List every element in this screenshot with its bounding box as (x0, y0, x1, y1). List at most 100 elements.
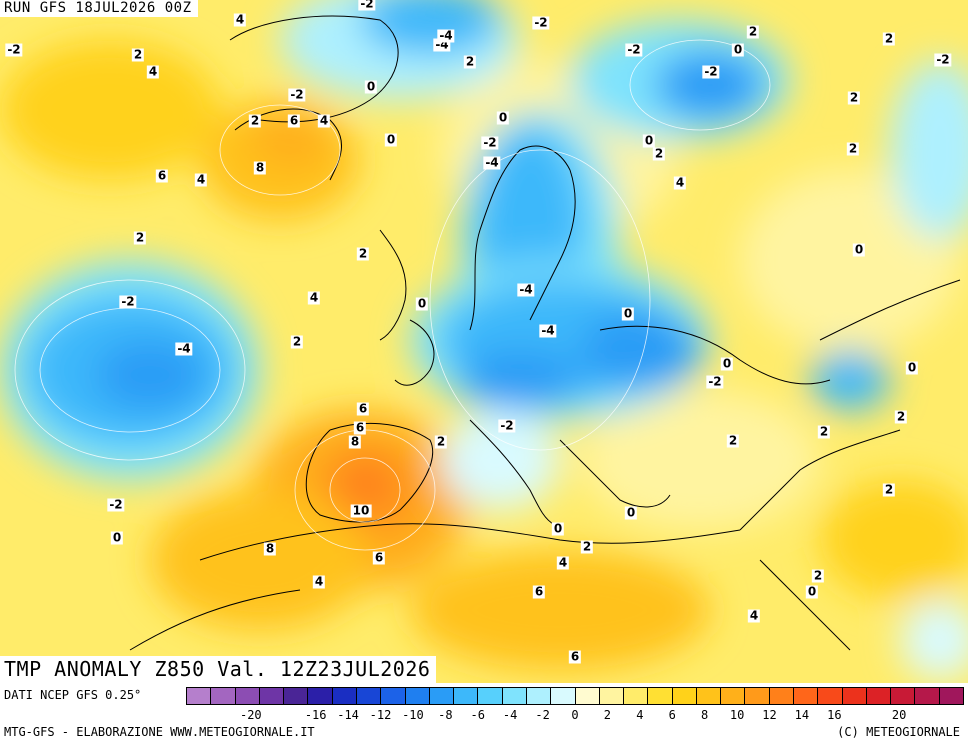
map-title: TMP ANOMALY Z850 Val. 12Z23JUL2026 (0, 656, 437, 683)
color-scale-tick-label: -8 (438, 708, 453, 722)
color-scale-swatch (551, 688, 576, 704)
color-scale-swatch (332, 688, 357, 704)
isoline-label: 4 (317, 113, 331, 128)
color-scale-tick-label: 14 (794, 708, 810, 722)
isoline-label: -4 (437, 28, 455, 43)
color-scale-swatch (429, 688, 455, 704)
anomaly-field (0, 0, 968, 680)
isoline-label: -2 (119, 294, 137, 309)
isoline-label: 2 (290, 334, 304, 349)
isoline-label: -2 (481, 135, 499, 150)
color-scale-tick-label: 16 (827, 708, 842, 722)
isoline-label: 6 (353, 420, 367, 435)
color-scale-tick-label: -2 (535, 708, 550, 722)
isoline-label: 2 (811, 568, 825, 583)
color-scale-tick-label: 2 (603, 708, 612, 722)
isoline-label: 2 (817, 424, 831, 439)
isoline-label: -2 (625, 42, 643, 57)
temperature-anomaly-map: RUN GFS 18JUL2026 00Z -2 4 2 -2 6 -4 -4 2 -2 0 -2 2… (0, 0, 968, 683)
isoline-label: 4 (146, 64, 160, 79)
color-scale-tick-label: 0 (571, 708, 579, 722)
color-scale-swatch (915, 688, 940, 704)
color-scale-swatch (284, 688, 309, 704)
color-scale-swatch (891, 688, 916, 704)
contour-lines (14, 39, 771, 551)
isoline-label: 4 (747, 608, 761, 623)
isoline-label: 8 (348, 434, 362, 449)
color-scale-swatch (211, 688, 236, 704)
isoline-label: 0 (905, 360, 919, 375)
color-scale-tick-label: -10 (402, 708, 424, 722)
color-scale-swatch (721, 688, 746, 704)
isoline-label: 2 (894, 409, 908, 424)
isoline-label: -4 (483, 155, 501, 170)
isoline-label: 0 (415, 296, 429, 311)
isoline-label: 0 (496, 110, 510, 125)
isoline-label: 0 (852, 242, 866, 257)
isoline-label: 0 (720, 356, 734, 371)
isoline-label: 8 (253, 160, 267, 175)
color-scale-swatch (624, 688, 649, 704)
isoline-label: 0 (551, 521, 565, 536)
isoline-label: 0 (621, 306, 635, 321)
run-label: RUN GFS 18JUL2026 00Z (0, 0, 198, 17)
color-scale-swatch (356, 688, 382, 704)
color-scale-swatch (648, 688, 673, 704)
isoline-label: 0 (364, 79, 378, 94)
isoline-label: 6 (532, 584, 546, 599)
color-scale-swatch (745, 688, 770, 704)
isoline-label: 6 (155, 168, 169, 183)
credit-copyright: (C) METEOGIORNALE (837, 725, 960, 739)
isoline-label: 0 (624, 505, 638, 520)
isoline-label: 2 (846, 141, 860, 156)
isoline-label: 2 (131, 47, 145, 62)
color-scale-swatch (308, 688, 333, 704)
color-scale-swatch (696, 688, 722, 704)
isoline-label: 2 (726, 433, 740, 448)
isoline-label: 6 (356, 401, 370, 416)
color-scale-tick-label: 4 (636, 708, 644, 722)
isoline-label: -2 (934, 52, 952, 67)
color-scale-swatch (866, 688, 892, 704)
isoline-label: 0 (805, 584, 819, 599)
color-scale-tick-label: 8 (701, 708, 709, 722)
color-scale-tick-label: 20 (891, 708, 907, 722)
color-scale-swatch (939, 688, 963, 704)
color-scale-swatch (259, 688, 285, 704)
data-source-label: DATI NCEP GFS 0.25° (4, 688, 142, 702)
isoline-label: -2 (498, 418, 516, 433)
isoline-label: 2 (882, 31, 896, 46)
isoline-label: 6 (287, 113, 301, 128)
isoline-label: 2 (133, 230, 147, 245)
isoline-label: -2 (5, 42, 23, 57)
isoline-label: -2 (706, 374, 724, 389)
isoline-label: -4 (539, 323, 557, 338)
legend-footer: DATI NCEP GFS 0.25° -20 -16 -14 -12 -10 -8 -6-… (0, 683, 968, 745)
isoline-label: 4 (312, 574, 326, 589)
isoline-label: 4 (307, 290, 321, 305)
color-scale-swatch (526, 688, 552, 704)
isoline-label: 4 (673, 175, 687, 190)
isoline-label: 10 (350, 503, 372, 518)
color-scale-swatch (818, 688, 843, 704)
color-scale-tick-label: -16 (304, 708, 327, 722)
isoline-label: 2 (652, 146, 666, 161)
isoline-label: -4 (175, 341, 193, 356)
color-scale-tick-label: -12 (369, 708, 392, 722)
isoline-label: 8 (263, 541, 277, 556)
color-scale-swatch (794, 688, 819, 704)
color-scale-tick-label: -14 (337, 708, 359, 722)
color-scale-swatch (235, 688, 260, 704)
coastlines (129, 15, 961, 651)
color-scale-swatch (575, 688, 600, 704)
isoline-label: -2 (288, 87, 306, 102)
color-scale-tick-label: 10 (729, 708, 745, 722)
isoline-label: -2 (702, 64, 720, 79)
isoline-label: 2 (746, 24, 760, 39)
color-scale-tick-label: -20 (239, 708, 262, 722)
color-scale-swatch (381, 688, 406, 704)
isoline-label: -2 (107, 497, 125, 512)
isoline-label: 4 (556, 555, 570, 570)
isoline-label: 6 (568, 649, 582, 664)
